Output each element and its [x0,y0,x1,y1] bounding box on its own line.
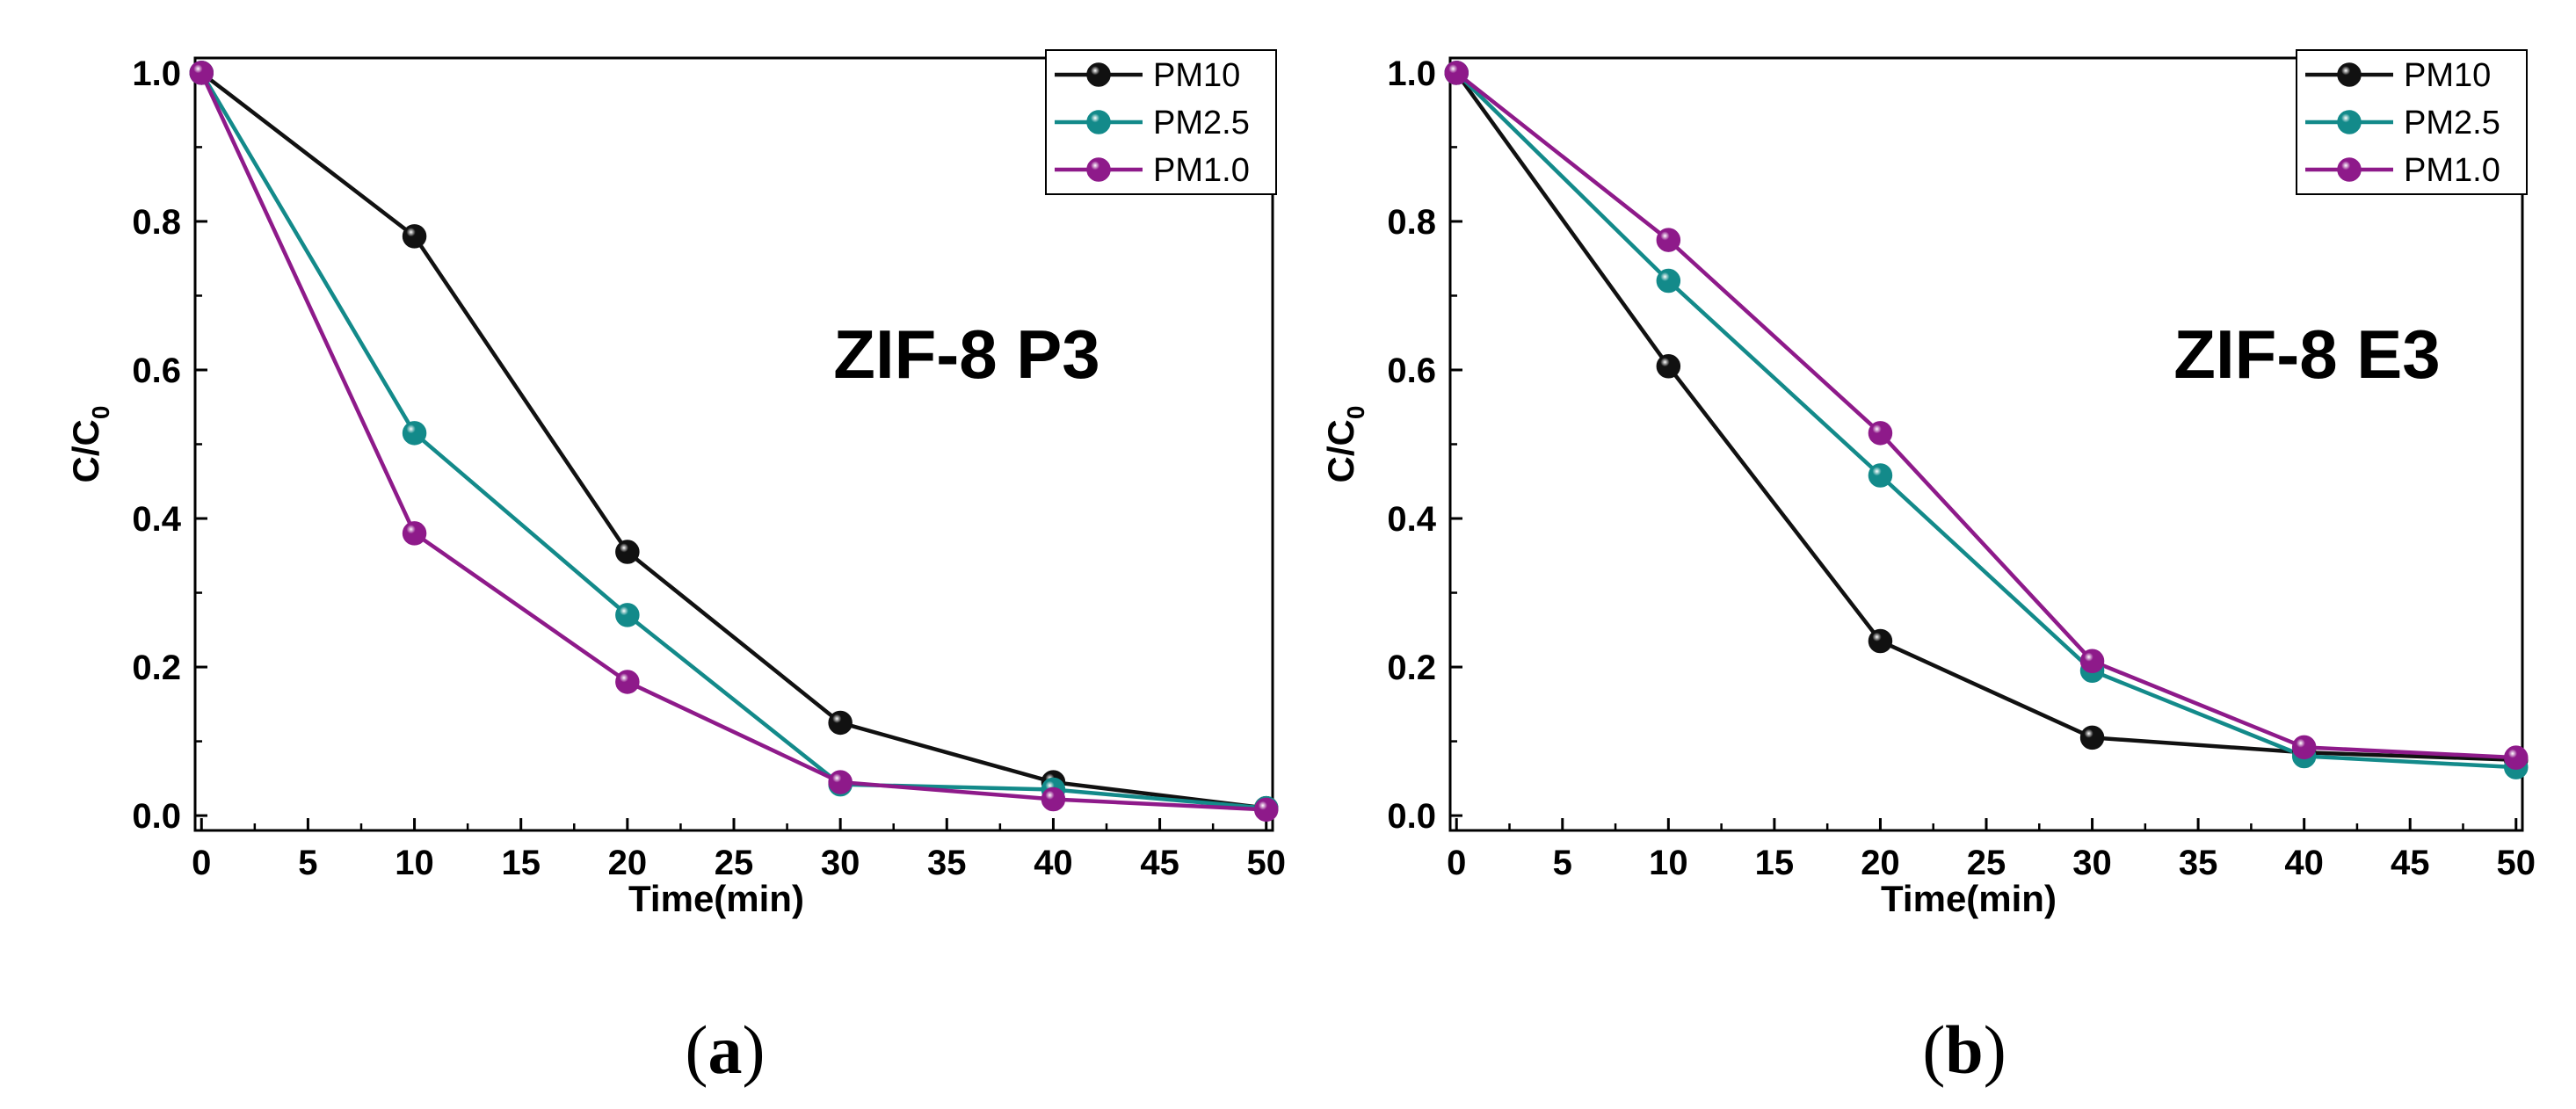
y-tick-label: 0.2 [132,649,181,687]
caption-a-letter: a [707,1011,743,1088]
y-tick-label: 0.8 [132,203,181,242]
data-point-pm1-0 [2291,735,2317,760]
data-point-pm1-0 [1253,797,1279,823]
x-tick-label: 10 [395,844,434,882]
y-tick-label: 0.4 [132,500,181,539]
x-tick-label: 0 [1447,844,1466,882]
x-tick-label: 30 [821,844,860,882]
x-tick-label: 15 [1755,844,1795,882]
x-tick-label: 40 [2284,844,2324,882]
y-tick-label: 1.0 [132,54,181,93]
x-tick-label: 10 [1649,844,1688,882]
x-tick-label: 35 [927,844,967,882]
legend-label: PM10 [2404,57,2491,94]
x-axis-label: Time(min) [628,878,804,919]
chart-a: 0 5 10 15 20 25 30 35 40 45 50 0.0 0.2 0.4 0.6 0.8 1.0 Ti… [65,49,1286,919]
x-tick-label: 50 [1246,844,1286,882]
x-tick-label: 35 [2179,844,2218,882]
caption-a: (a) [685,1011,766,1088]
y-axis-label-main: C/C [65,419,106,482]
data-point-pm1-0 [1656,228,1681,252]
series-line-pm2-5 [1455,71,2516,770]
x-tick-label: 5 [298,844,317,882]
x-tick-label: 20 [1861,844,1900,882]
x-tick-label: 40 [1034,844,1073,882]
data-point-pm10 [402,224,427,249]
y-tick-label: 1.0 [1387,54,1436,93]
series-line-pm1-0 [1455,71,2516,760]
legend-label: PM10 [1153,57,1240,94]
data-point-pm10 [615,540,640,564]
chart-title: ZIF-8 P3 [833,315,1099,393]
legend-label: PM2.5 [2404,105,2500,141]
data-point-pm1-0 [2079,649,2105,674]
caption-b: (b) [1922,1011,2006,1088]
data-point-pm1-0 [1444,61,1469,85]
data-point-pm10 [1656,354,1681,379]
data-point-pm2-5 [1656,268,1681,294]
data-point-pm1-0 [615,670,640,694]
data-point-pm1-0 [2504,745,2529,770]
y-axis-label-sub: 0 [1342,406,1369,420]
legend-marker [1086,62,1111,87]
legend-marker [2337,157,2362,182]
data-point-pm1-0 [1868,421,1893,446]
x-tick-label: 45 [2391,844,2430,882]
y-tick-label: 0.6 [132,352,181,390]
data-point-pm10 [2079,725,2105,750]
legend-marker [2337,110,2362,134]
data-point-pm2-5 [615,603,640,627]
legend-label: PM1.0 [1153,152,1250,189]
y-axis-label: C/C0 [65,406,114,483]
chart-panel-a: 0 5 10 15 20 25 30 35 40 45 50 0.0 0.2 0.4 0.6 0.8 1.0 Ti… [0,0,1288,1002]
y-tick-label: 0.0 [1387,797,1436,836]
x-tick-label: 45 [1140,844,1179,882]
legend-marker [1086,110,1111,134]
data-point-pm1-0 [1041,786,1066,812]
data-point-pm2-5 [1868,463,1893,488]
data-point-pm1-0 [828,770,853,794]
x-tick-label: 20 [608,844,648,882]
series-line-pm10 [1455,71,2516,762]
chart-panel-b: 0 5 10 15 20 25 30 35 40 45 50 0.0 0.2 0.4 0.6 0.8 1.0 Ti… [1288,0,2576,1002]
x-tick-label: 25 [1967,844,2006,882]
series-line-pm1-0 [200,71,1266,812]
caption-b-letter: b [1945,1011,1984,1088]
x-tick-label: 50 [2497,844,2536,882]
series-line-pm2-5 [200,71,1266,810]
data-point-pm2-5 [402,421,427,446]
y-axis-label-sub: 0 [87,406,114,420]
y-tick-label: 0.4 [1387,500,1436,539]
x-axis-label: Time(min) [1881,878,2057,919]
x-tick-label: 0 [192,844,211,882]
data-point-pm10 [828,710,853,736]
data-point-pm1-0 [402,521,427,546]
y-tick-label: 0.6 [1387,352,1436,390]
x-tick-label: 30 [2072,844,2112,882]
data-point-pm10 [1868,628,1893,654]
y-axis-label: C/C0 [1320,406,1369,483]
data-point-pm1-0 [189,61,214,85]
x-tick-label: 15 [501,844,541,882]
y-tick-label: 0.8 [1387,203,1436,242]
y-tick-label: 0.2 [1387,649,1436,687]
x-tick-label: 5 [1553,844,1572,882]
legend-label: PM1.0 [2404,152,2500,189]
chart-title: ZIF-8 E3 [2173,315,2440,393]
legend-marker [1086,157,1111,182]
series-line-pm10 [200,71,1267,810]
legend-marker [2337,62,2362,87]
chart-b: 0 5 10 15 20 25 30 35 40 45 50 0.0 0.2 0.4 0.6 0.8 1.0 Ti… [1320,49,2536,919]
y-axis-label-main: C/C [1320,419,1361,482]
x-tick-label: 25 [715,844,754,882]
legend-label: PM2.5 [1153,105,1250,141]
y-tick-label: 0.0 [132,797,181,836]
